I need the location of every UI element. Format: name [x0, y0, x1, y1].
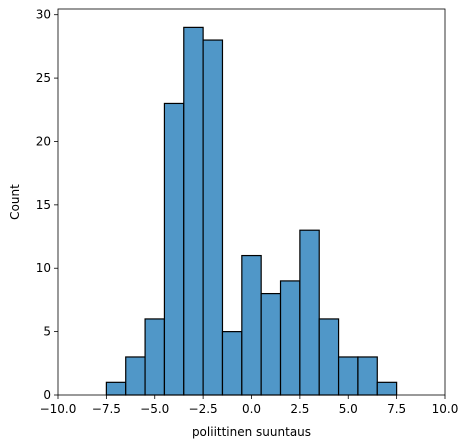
y-axis-label: Count [8, 184, 22, 220]
histogram-bar [279, 280, 301, 396]
x-tick-label: −2.5 [189, 402, 218, 416]
y-tick-label: 5 [43, 325, 51, 339]
x-tick-label: −10.0 [40, 402, 77, 416]
x-tick-label: 2.5 [290, 402, 309, 416]
x-tick-label: −5.0 [140, 402, 169, 416]
histogram-bar [318, 318, 340, 396]
x-tick-label: 7.5 [387, 402, 406, 416]
plot-frame [57, 8, 446, 396]
y-tick-label: 30 [36, 8, 51, 22]
x-tick-label: 0.0 [242, 402, 261, 416]
x-tick-label: 5.0 [339, 402, 358, 416]
histogram-bars [105, 26, 398, 396]
histogram-bar [163, 102, 185, 396]
histogram-bar [202, 39, 224, 396]
y-tick-label: 20 [36, 134, 51, 148]
x-axis-ticks: −10.0 −7.5 −5.0 −2.5 0.0 2.5 5.0 7.5 10.0 [40, 395, 459, 416]
y-tick-label: 0 [43, 388, 51, 402]
histogram-bar [299, 229, 320, 396]
y-axis-ticks: 0 5 10 15 20 25 30 [36, 8, 58, 402]
histogram-bar [105, 381, 127, 396]
histogram-bar [221, 331, 243, 396]
histogram-bar [357, 356, 378, 396]
histogram-bar [337, 356, 359, 396]
x-axis-label: poliittinen suuntaus [192, 425, 311, 439]
histogram-bar [125, 356, 146, 396]
y-tick-label: 25 [36, 71, 51, 85]
histogram-bar [260, 292, 282, 396]
x-tick-label: −7.5 [92, 402, 121, 416]
histogram-bar [183, 26, 204, 396]
y-tick-label: 15 [36, 198, 51, 212]
x-tick-label: 10.0 [432, 402, 459, 416]
histogram-bar [144, 318, 166, 396]
y-tick-label: 10 [36, 261, 51, 275]
histogram-bar [241, 254, 262, 396]
histogram-bar [376, 381, 398, 396]
